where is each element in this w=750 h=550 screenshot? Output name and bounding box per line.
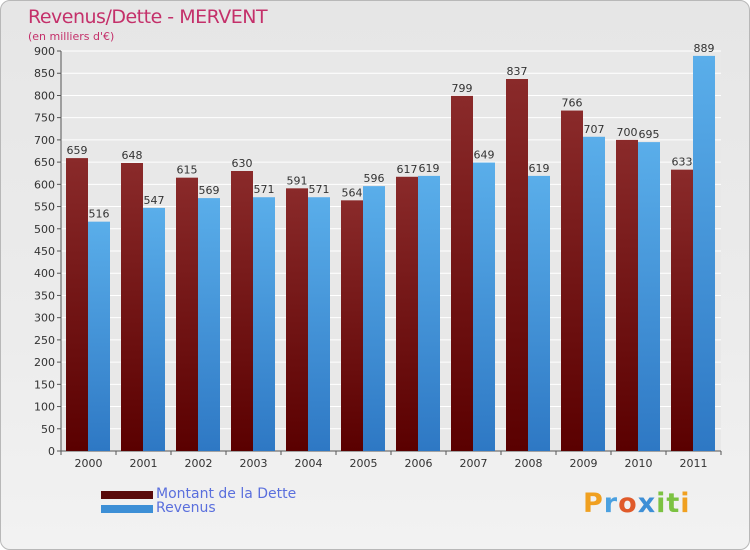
x-tick-label: 2001 [130,457,158,470]
data-label-revenus: 619 [529,162,550,175]
data-label-revenus: 649 [474,149,495,162]
chart-title: Revenus/Dette - MERVENT [28,6,268,28]
bar-revenus [583,136,605,451]
y-tick-label: 900 [34,45,55,58]
y-tick-label: 100 [34,401,55,414]
bar-dette [616,139,638,451]
data-label-dette: 630 [232,157,253,170]
bar-dette [671,169,693,451]
y-tick-label: 600 [34,178,55,191]
data-label-dette: 766 [562,97,583,110]
x-tick-label: 2011 [680,457,708,470]
legend-swatch-revenus [101,505,153,513]
bar-revenus [143,207,165,451]
data-label-dette: 799 [452,82,473,95]
x-tick-label: 2010 [625,457,653,470]
bar-dette [561,110,583,452]
legend-label-revenus: Revenus [156,500,216,516]
bar-revenus [363,186,385,451]
data-label-dette: 633 [672,156,693,169]
data-label-dette: 591 [287,174,308,187]
x-tick-label: 2000 [75,457,103,470]
data-label-dette: 617 [397,163,418,176]
y-tick-label: 500 [34,223,55,236]
y-tick-label: 650 [34,156,55,169]
bar-dette [396,176,418,451]
y-tick-label: 50 [41,423,55,436]
bar-revenus [418,175,440,451]
bar-dette [341,200,363,451]
x-tick-label: 2007 [460,457,488,470]
x-tick-label: 2006 [405,457,433,470]
bar-revenus [473,162,495,452]
y-tick-label: 850 [34,67,55,80]
data-label-dette: 659 [67,144,88,157]
y-tick-label: 300 [34,312,55,325]
bar-revenus [253,197,275,451]
data-label-revenus: 889 [694,42,715,55]
y-tick-label: 550 [34,201,55,214]
bar-revenus [308,197,330,451]
data-label-revenus: 571 [309,183,330,196]
chart-subtitle: (en milliers d'€) [28,30,115,43]
y-tick-label: 0 [48,445,55,458]
y-tick-label: 150 [34,378,55,391]
proxiti-logo: Proxiti [583,488,691,519]
x-tick-label: 2003 [240,457,268,470]
y-tick-label: 750 [34,112,55,125]
bar-revenus [528,175,550,451]
data-label-dette: 700 [617,126,638,139]
bar-dette [286,188,308,452]
legend-label-debt: Montant de la Dette [156,486,297,502]
data-label-revenus: 547 [144,194,165,207]
y-tick-label: 250 [34,334,55,347]
legend-swatch-debt [101,491,153,499]
bar-dette [506,79,528,451]
x-tick-label: 2009 [570,457,598,470]
y-tick-label: 800 [34,89,55,102]
bar-revenus [638,142,660,451]
data-label-dette: 615 [177,164,198,177]
bar-revenus [693,55,715,452]
bar-dette [231,171,253,451]
y-tick-label: 450 [34,245,55,258]
data-label-dette: 648 [122,149,143,162]
bar-dette [121,163,143,451]
x-tick-label: 2004 [295,457,323,470]
y-tick-label: 400 [34,267,55,280]
bar-dette [66,158,88,451]
data-label-revenus: 707 [584,123,605,136]
data-label-revenus: 571 [254,183,275,196]
data-label-revenus: 619 [419,162,440,175]
x-tick-label: 2008 [515,457,543,470]
y-tick-label: 350 [34,289,55,302]
bar-dette [176,177,198,451]
x-tick-label: 2002 [185,457,213,470]
data-label-dette: 564 [342,186,363,199]
bar-revenus [198,198,220,451]
y-tick-label: 700 [34,134,55,147]
x-tick-label: 2005 [350,457,378,470]
bar-dette [451,95,473,451]
data-label-revenus: 596 [364,172,385,185]
bar-revenus [88,221,110,451]
data-label-revenus: 569 [199,184,220,197]
data-label-revenus: 695 [639,128,660,141]
y-tick-label: 200 [34,356,55,369]
data-label-dette: 837 [507,65,528,78]
data-label-revenus: 516 [89,208,110,221]
